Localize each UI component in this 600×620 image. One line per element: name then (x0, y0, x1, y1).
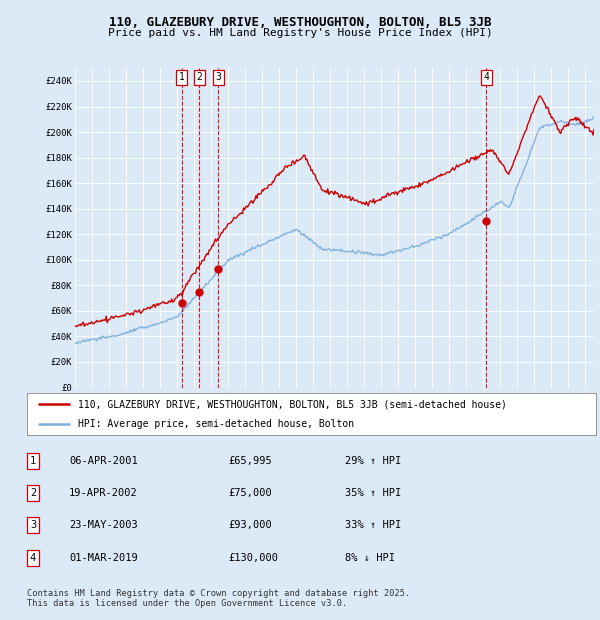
Text: 1: 1 (30, 456, 36, 466)
Text: 33% ↑ HPI: 33% ↑ HPI (345, 520, 401, 530)
Text: 2: 2 (30, 488, 36, 498)
Text: £65,995: £65,995 (228, 456, 272, 466)
Text: £93,000: £93,000 (228, 520, 272, 530)
Text: 1: 1 (179, 72, 185, 82)
Text: 8% ↓ HPI: 8% ↓ HPI (345, 553, 395, 563)
Text: HPI: Average price, semi-detached house, Bolton: HPI: Average price, semi-detached house,… (78, 419, 355, 429)
Text: 4: 4 (484, 72, 489, 82)
Text: 4: 4 (30, 553, 36, 563)
Text: £130,000: £130,000 (228, 553, 278, 563)
Text: 06-APR-2001: 06-APR-2001 (69, 456, 138, 466)
Text: 23-MAY-2003: 23-MAY-2003 (69, 520, 138, 530)
Text: Price paid vs. HM Land Registry's House Price Index (HPI): Price paid vs. HM Land Registry's House … (107, 28, 493, 38)
Text: 29% ↑ HPI: 29% ↑ HPI (345, 456, 401, 466)
Text: 19-APR-2002: 19-APR-2002 (69, 488, 138, 498)
Text: 110, GLAZEBURY DRIVE, WESTHOUGHTON, BOLTON, BL5 3JB: 110, GLAZEBURY DRIVE, WESTHOUGHTON, BOLT… (109, 16, 491, 29)
Text: 3: 3 (30, 520, 36, 530)
Text: 2: 2 (196, 72, 202, 82)
Text: 110, GLAZEBURY DRIVE, WESTHOUGHTON, BOLTON, BL5 3JB (semi-detached house): 110, GLAZEBURY DRIVE, WESTHOUGHTON, BOLT… (78, 399, 507, 409)
Text: Contains HM Land Registry data © Crown copyright and database right 2025.
This d: Contains HM Land Registry data © Crown c… (27, 588, 410, 608)
Text: 01-MAR-2019: 01-MAR-2019 (69, 553, 138, 563)
Text: 35% ↑ HPI: 35% ↑ HPI (345, 488, 401, 498)
Text: 3: 3 (215, 72, 221, 82)
Text: £75,000: £75,000 (228, 488, 272, 498)
